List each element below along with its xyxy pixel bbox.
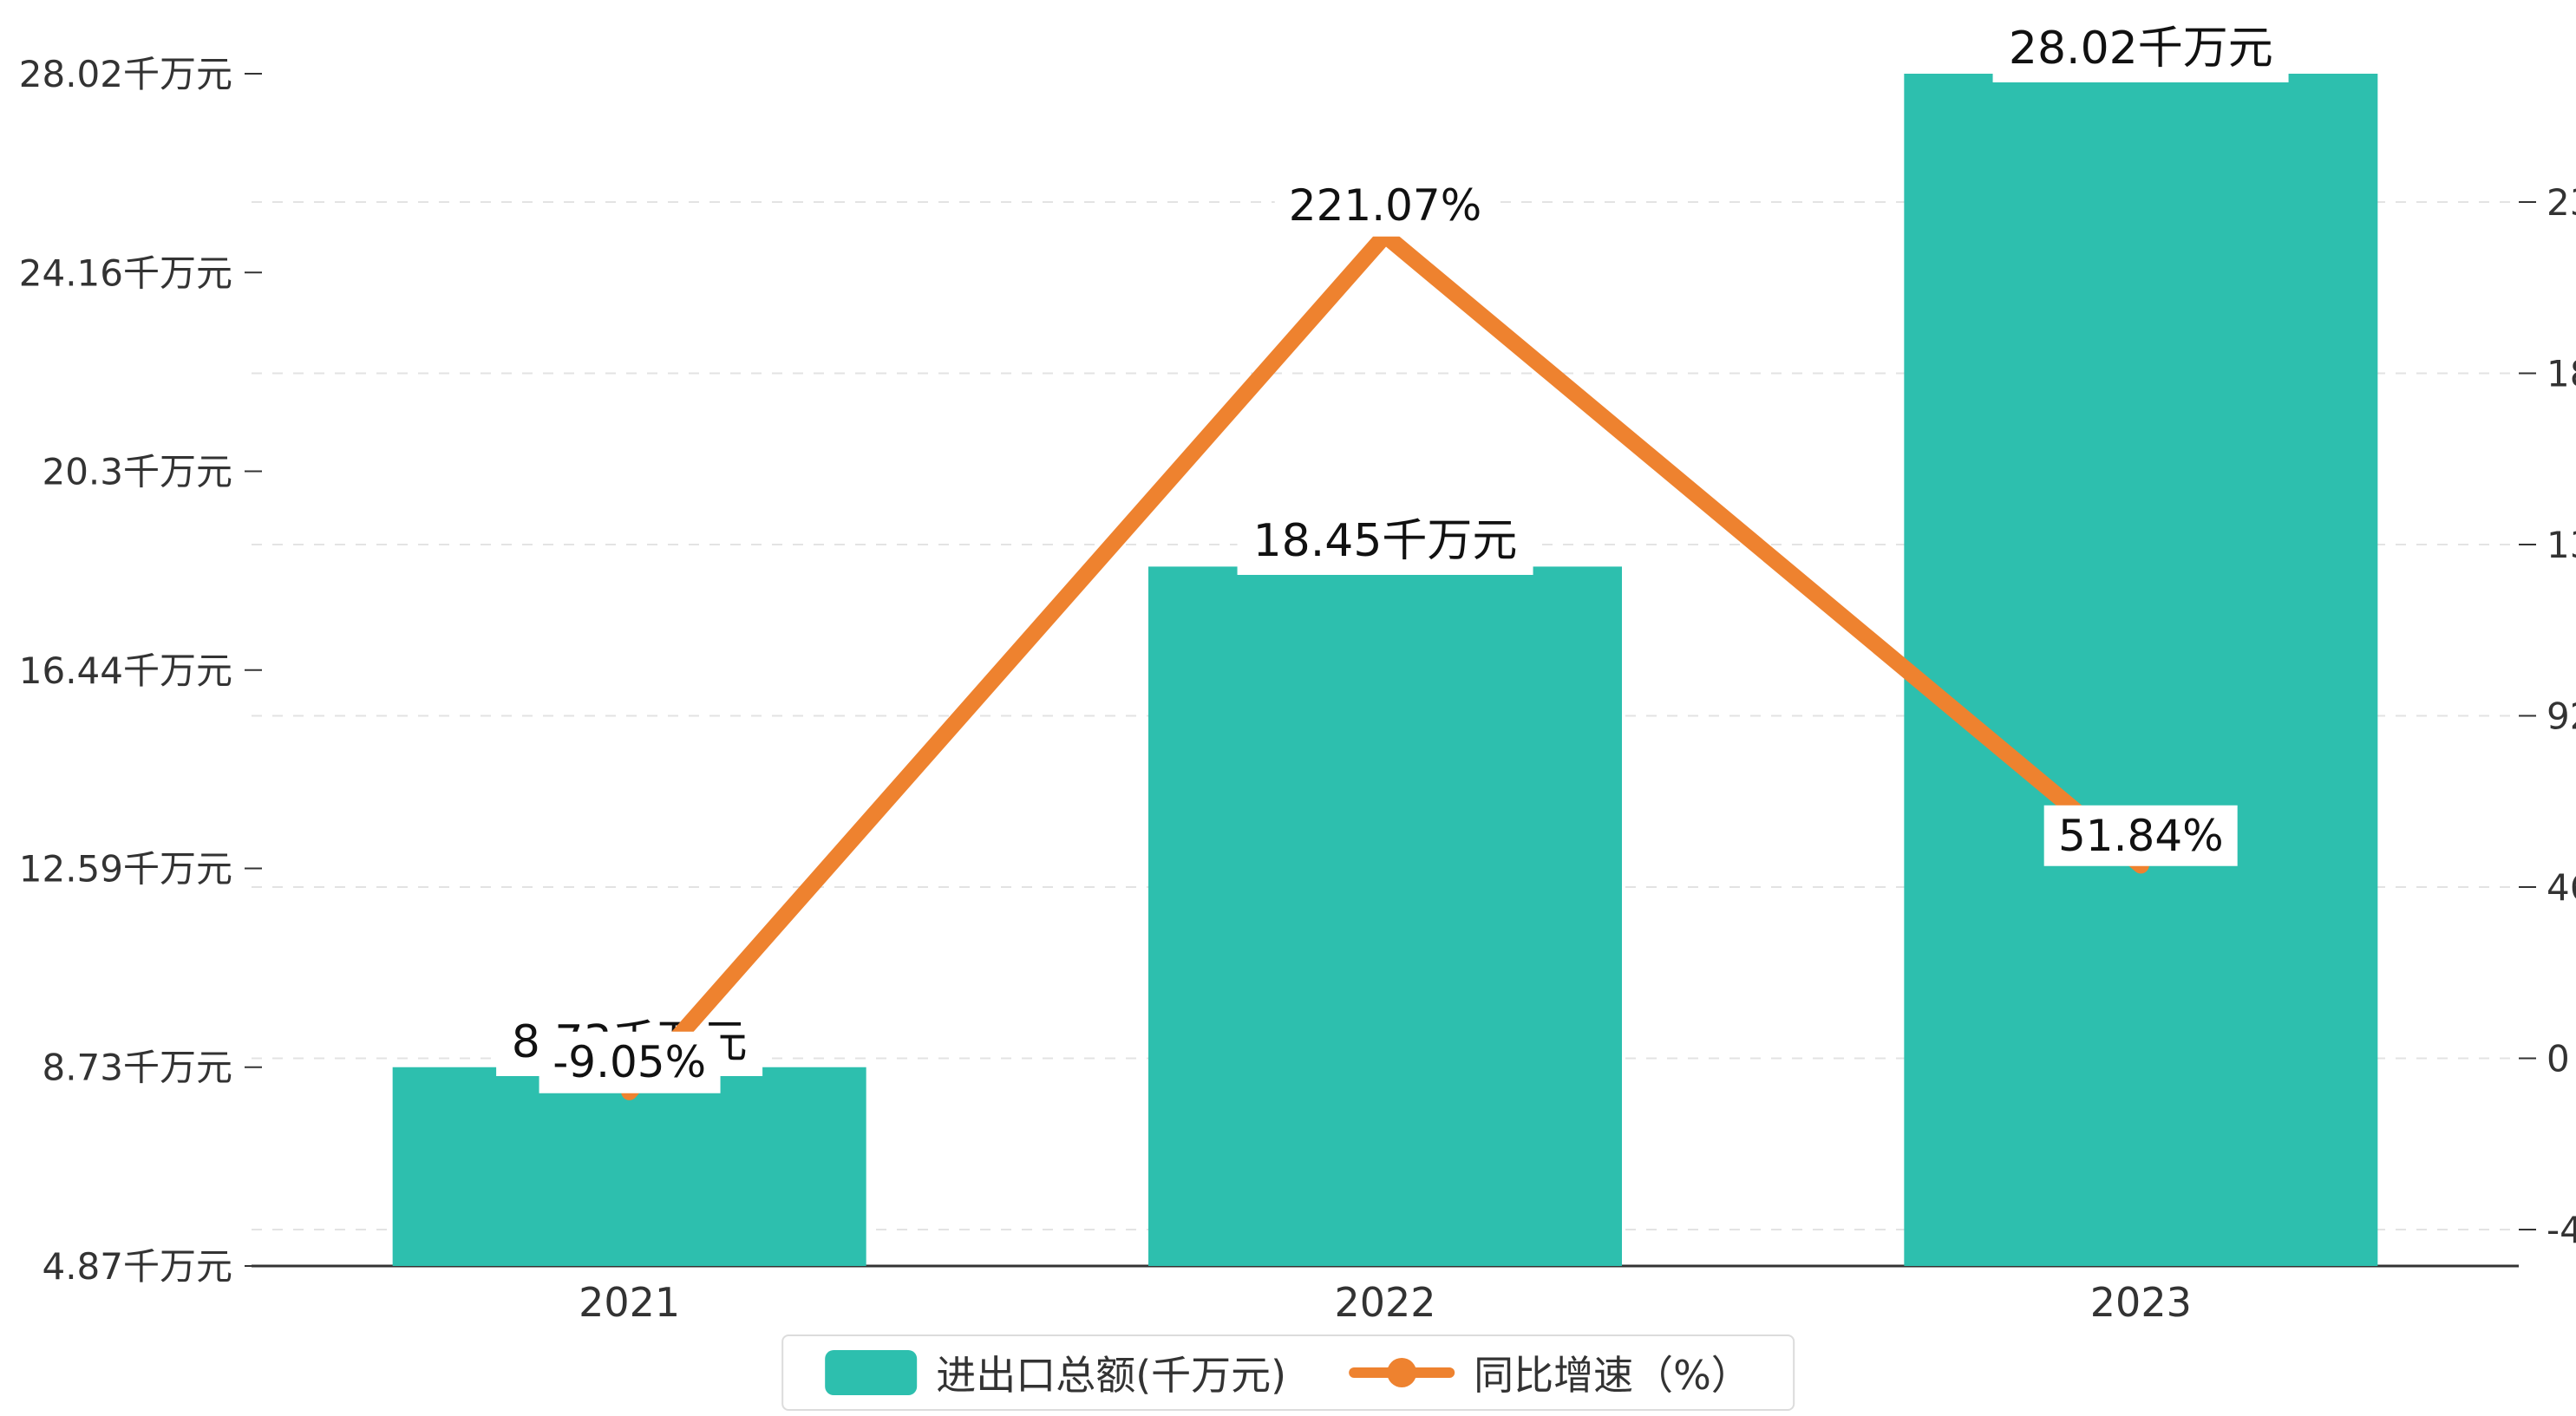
bar-2022[interactable] xyxy=(1148,566,1622,1266)
left-axis-label: 8.73千万元 xyxy=(42,1047,232,1089)
x-axis-label-2021: 2021 xyxy=(579,1279,680,1326)
legend: 进出口总额(千万元) 同比增速（%） xyxy=(781,1334,1795,1411)
right-axis-label: 92 xyxy=(2547,695,2576,738)
growth-label-2021: -9.05% xyxy=(539,1032,721,1093)
x-axis-label-2023: 2023 xyxy=(2090,1279,2192,1326)
legend-item-line[interactable]: 同比增速（%） xyxy=(1349,1344,1751,1401)
legend-label-line: 同比增速（%） xyxy=(1474,1352,1751,1399)
line-series-dot xyxy=(1387,1358,1417,1387)
x-axis-label-2022: 2022 xyxy=(1334,1279,1435,1326)
right-axis-label: -46 xyxy=(2547,1209,2576,1251)
legend-item-bar[interactable]: 进出口总额(千万元) xyxy=(825,1344,1286,1401)
right-axis-label: 0 xyxy=(2547,1038,2570,1080)
left-axis-label: 16.44千万元 xyxy=(19,649,232,692)
bar-2023[interactable] xyxy=(1904,74,2378,1266)
left-axis-label: 12.59千万元 xyxy=(19,847,232,890)
growth-label-2022: 221.07% xyxy=(1274,175,1496,237)
line-series-marker xyxy=(1349,1358,1455,1387)
left-axis-label: 20.3千万元 xyxy=(42,451,232,493)
left-axis-label: 24.16千万元 xyxy=(19,251,232,294)
right-axis-label: 138 xyxy=(2547,524,2576,566)
right-axis-label: 46 xyxy=(2547,866,2576,909)
right-axis-label: 230 xyxy=(2547,181,2576,224)
bar-2021[interactable] xyxy=(392,1067,866,1266)
bar-value-label-2023: 28.02千万元 xyxy=(1992,16,2289,82)
legend-label-bar: 进出口总额(千万元) xyxy=(936,1352,1287,1399)
left-axis-label: 28.02千万元 xyxy=(19,53,232,95)
growth-label-2023: 51.84% xyxy=(2044,805,2238,867)
left-axis-label: 4.87千万元 xyxy=(42,1245,232,1288)
bar-series-swatch xyxy=(825,1350,918,1395)
bar-value-label-2022: 18.45千万元 xyxy=(1237,508,1533,576)
right-axis-label: 184 xyxy=(2547,353,2576,395)
